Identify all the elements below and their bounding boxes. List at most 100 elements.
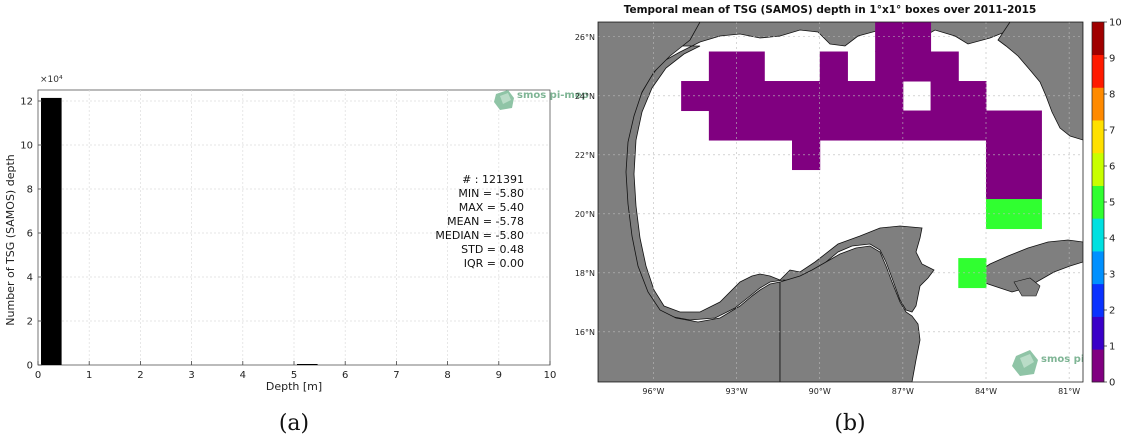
map-data-cell [792, 81, 821, 112]
land-florida [997, 22, 1083, 141]
stat-median: MEDIAN = -5.80 [435, 229, 524, 242]
x-tick-label: 8 [444, 370, 450, 381]
latitude-tick-label: 18°N [575, 269, 595, 278]
map-data-cell [902, 22, 932, 53]
stat-count: # : 121391 [462, 173, 524, 186]
caption-a: (a) [279, 411, 309, 436]
colorbar-tick-label: 9 [1109, 54, 1115, 65]
x-tick-label: 10 [544, 370, 557, 381]
map-data-cell [792, 110, 821, 141]
x-tick-label: 4 [240, 370, 246, 381]
latitude-tick-label: 26°N [575, 33, 595, 42]
stat-mean: MEAN = -5.78 [447, 215, 524, 228]
map-data-cell [875, 51, 904, 82]
colorbar-segment [1092, 251, 1104, 285]
colorbar-tick-label: 8 [1109, 90, 1115, 101]
latitude-tick-label: 22°N [575, 151, 595, 160]
map-data-cell [736, 81, 765, 112]
map-longitude-ticks: 96°W 93°W 90°W 87°W 84°W 81°W [642, 387, 1080, 396]
colorbar-tick-label: 0 [1109, 378, 1115, 389]
map-data-cell [986, 110, 1015, 141]
map-data-cell [764, 110, 793, 141]
map-smos-logo: smos pi-mep [1012, 350, 1113, 376]
map-frame [597, 21, 1084, 383]
latitude-tick-label: 20°N [575, 210, 595, 219]
x-tick-label: 5 [291, 370, 297, 381]
colorbar-segment [1092, 218, 1104, 252]
map-data-cell [902, 51, 932, 82]
map-data-cell [930, 110, 959, 141]
map-area: smos pi-mep [598, 22, 1113, 382]
map-logo-text: smos pi-mep [1041, 354, 1113, 365]
y-tick-label: 6 [27, 229, 33, 240]
map-panel: Temporal mean of TSG (SAMOS) depth in 1°… [575, 4, 1122, 436]
latitude-tick-label: 24°N [575, 92, 595, 101]
map-data-cell [819, 51, 848, 82]
smos-pimep-logo: smos pi-mep [494, 90, 589, 110]
longitude-tick-label: 90°W [809, 387, 831, 396]
y-tick-label: 12 [20, 97, 33, 108]
histogram-x-axis-label: Depth [m] [266, 380, 322, 393]
land-west-mexico [598, 22, 781, 382]
map-data-cell [792, 140, 821, 171]
longitude-tick-label: 81°W [1058, 387, 1080, 396]
colorbar: 0 1 2 3 4 5 6 7 8 9 10 [1091, 18, 1122, 389]
land-yucatan [779, 245, 921, 382]
latitude-tick-label: 16°N [575, 328, 595, 337]
stat-iqr: IQR = 0.00 [464, 257, 524, 270]
statistics-box: # : 121391 MIN = -5.80 MAX = 5.40 MEAN =… [435, 173, 524, 270]
map-data-cell [1013, 169, 1042, 200]
y-tick-label: 4 [27, 273, 33, 284]
map-data-cell [875, 110, 904, 141]
y-tick-label: 0 [27, 361, 33, 372]
stat-std: STD = 0.48 [461, 243, 524, 256]
colorbar-segment [1092, 185, 1104, 219]
map-data-cell [1013, 110, 1042, 141]
longitude-tick-label: 84°W [975, 387, 997, 396]
y-tick-label: 10 [20, 141, 33, 152]
y-tick-label: 2 [27, 317, 33, 328]
longitude-tick-label: 96°W [642, 387, 664, 396]
map-data-cell [958, 110, 987, 141]
x-tick-label: 2 [137, 370, 143, 381]
colorbar-segment [1092, 22, 1104, 56]
map-data-cell [1013, 140, 1042, 171]
colorbar-tick-label: 2 [1109, 306, 1115, 317]
histogram-x-ticks: 0 1 2 3 4 5 6 7 8 9 10 [35, 361, 557, 381]
colorbar-segment [1092, 54, 1104, 88]
land-cuba [971, 239, 1083, 293]
colorbar-tick-label: 6 [1109, 162, 1115, 173]
map-data-cell [1013, 199, 1042, 230]
map-data-cell [847, 81, 876, 112]
colorbar-tick-label: 10 [1109, 18, 1122, 29]
y-tick-label: 8 [27, 185, 33, 196]
colorbar-segment [1092, 316, 1104, 350]
map-data-cell [847, 110, 876, 141]
histogram-y-ticks: 0 2 4 6 8 10 12 [20, 97, 42, 372]
stat-min: MIN = -5.80 [458, 187, 524, 200]
colorbar-segment [1092, 87, 1104, 121]
colorbar-segment [1092, 120, 1104, 154]
map-data-cell [930, 51, 959, 82]
histogram-grid [38, 90, 550, 365]
land-caribbean-islands [1013, 277, 1041, 297]
stat-max: MAX = 5.40 [459, 201, 524, 214]
x-tick-label: 7 [393, 370, 399, 381]
map-graticule [598, 22, 1083, 382]
x-tick-label: 1 [86, 370, 92, 381]
map-data-cell [819, 110, 848, 141]
x-tick-label: 3 [188, 370, 194, 381]
map-data-cell [902, 110, 932, 141]
map-data-cell [986, 169, 1015, 200]
histogram-y-axis-label: Number of TSG (SAMOS) depth [4, 154, 17, 325]
histogram-bar [41, 97, 62, 366]
caption-b: (b) [834, 411, 865, 436]
map-latitude-ticks: 16°N 18°N 20°N 22°N 24°N 26°N [575, 33, 595, 337]
histogram-bar [297, 364, 318, 365]
x-tick-label: 9 [496, 370, 502, 381]
y-exponent-label: ×10⁴ [40, 75, 63, 85]
longitude-tick-label: 87°W [892, 387, 914, 396]
map-data-cell [708, 51, 738, 82]
map-data-cell [958, 81, 987, 112]
